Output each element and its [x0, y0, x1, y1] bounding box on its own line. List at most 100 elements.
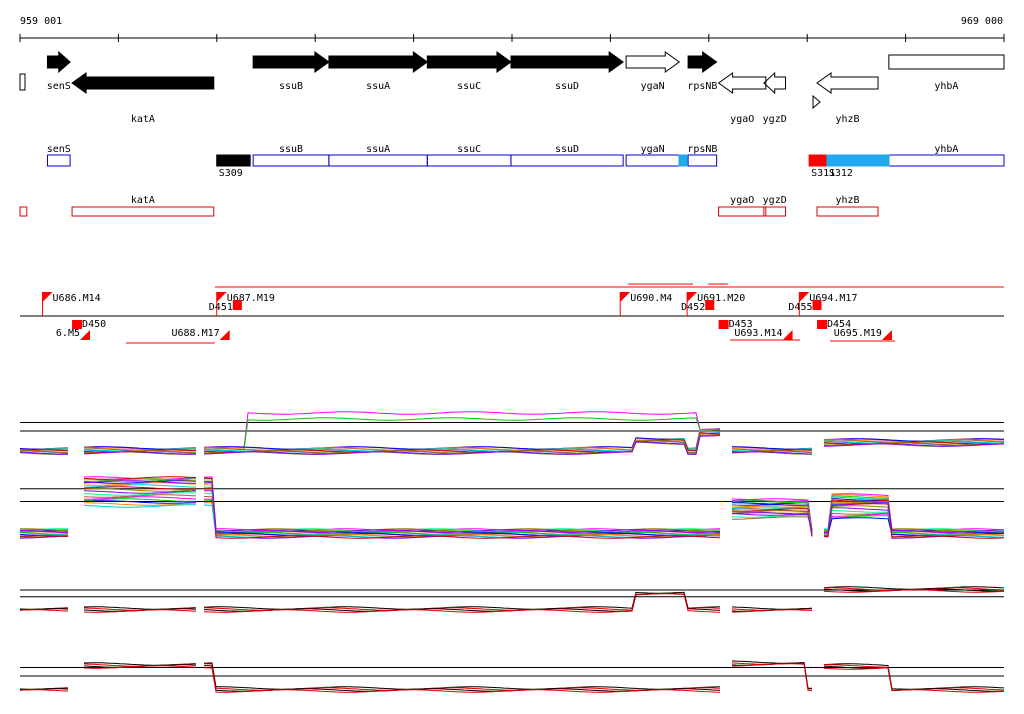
promoter-flag[interactable] — [799, 292, 810, 302]
gene-arrow-reverse[interactable] — [763, 71, 787, 95]
coordinate-ruler: 959 001 969 000 — [19, 16, 1005, 42]
expression-panel-2 — [19, 476, 1005, 539]
segment-box[interactable] — [216, 154, 251, 167]
gene-label: rpsNB — [687, 81, 717, 92]
segment-label: S312 — [829, 168, 853, 179]
gene-label: ygaO — [730, 114, 754, 125]
element-label: U690.M4 — [630, 293, 672, 304]
expression-trace — [20, 429, 1005, 451]
element-label: D451 — [209, 302, 233, 313]
element-label: U693.M14 — [734, 328, 782, 339]
expression-trace — [19, 476, 1005, 539]
gene-arrow-reverse[interactable] — [717, 72, 767, 94]
feature-label: ssuD — [555, 144, 579, 155]
reverse-feature-box[interactable] — [718, 206, 767, 217]
element-label: D453 — [729, 319, 753, 330]
expression-trace — [19, 480, 1005, 533]
terminator-marker[interactable] — [72, 320, 83, 329]
element-label: D450 — [82, 319, 106, 330]
gene-label: yhbA — [934, 81, 958, 92]
segment-box[interactable] — [678, 154, 688, 167]
feature-box[interactable] — [888, 154, 1005, 167]
reverse-feature-label: yhzB — [835, 195, 859, 206]
feature-box[interactable] — [46, 154, 71, 167]
reverse-feature-box[interactable] — [763, 206, 787, 217]
element-label: D452 — [681, 302, 705, 313]
regulatory-element-track: U686.M14 U687.M19 U690.M4 U691.M20 U694.M17D… — [20, 283, 1004, 344]
gene-arrow-forward[interactable] — [888, 54, 1005, 70]
expression-trace — [19, 490, 1005, 539]
gene-label: ssuC — [457, 81, 481, 92]
feature-label: senS — [47, 144, 71, 155]
gene-label: ygzD — [763, 114, 787, 125]
reverse-feature-box[interactable] — [19, 206, 28, 217]
gene-arrow-forward[interactable] — [687, 51, 718, 73]
reverse-feature-label: katA — [131, 195, 155, 206]
gene-label: ygaN — [641, 81, 665, 92]
terminator-marker[interactable] — [705, 300, 715, 310]
feature-label: yhbA — [934, 144, 958, 155]
annotation-feature-track: senS ssuB ssuA ssuC ssuD ygaN rpsNB yhbA S309 S31… — [46, 144, 1005, 179]
feature-label: ssuB — [279, 144, 303, 155]
expression-trace — [19, 428, 1005, 450]
gene-label: ssuD — [555, 81, 579, 92]
gene-arrow-reverse[interactable] — [816, 72, 879, 94]
expression-trace — [19, 663, 1005, 693]
expression-trace — [20, 478, 1005, 532]
terminator-marker[interactable] — [718, 320, 729, 329]
promoter-flag[interactable] — [782, 330, 793, 340]
feature-label: ssuC — [457, 144, 481, 155]
feature-box[interactable] — [252, 154, 330, 167]
expression-panel-1 — [19, 411, 1005, 455]
gene-arrow-track: senS ssuB ssuA ssuC ssuD ygaN rpsNB yhbA katA yga… — [19, 50, 1005, 125]
gene-label: senS — [47, 81, 71, 92]
gene-label: ssuB — [279, 81, 303, 92]
segment-box[interactable] — [808, 154, 828, 167]
left-edge-marker — [19, 73, 26, 91]
element-label: U688.M17 — [171, 328, 219, 339]
promoter-flag[interactable] — [42, 292, 53, 302]
expression-trace — [19, 589, 1005, 613]
feature-box[interactable] — [625, 154, 680, 167]
element-label: U686.M14 — [53, 293, 101, 304]
reverse-feature-label: ygaO — [730, 195, 754, 206]
promoter-flag[interactable] — [881, 330, 892, 340]
terminator-marker[interactable] — [817, 320, 828, 329]
reverse-feature-box[interactable] — [816, 206, 879, 217]
terminator-marker[interactable] — [232, 300, 242, 310]
expression-trace — [20, 434, 1005, 454]
gene-label: ssuA — [366, 81, 390, 92]
feature-box[interactable] — [687, 154, 718, 167]
promoter-flag[interactable] — [219, 330, 230, 340]
gene-arrow-forward[interactable] — [46, 50, 71, 74]
element-label: D454 — [827, 319, 851, 330]
gene-arrow-forward[interactable] — [625, 51, 681, 73]
element-label: U694.M17 — [809, 293, 857, 304]
segment-box[interactable] — [826, 154, 890, 167]
gene-arrow-forward[interactable] — [328, 51, 429, 73]
reverse-feature-box[interactable] — [71, 206, 215, 217]
promoter-flag[interactable] — [80, 330, 90, 340]
element-label: D455 — [788, 302, 812, 313]
feature-label: ygaN — [641, 144, 665, 155]
promoter-flag[interactable] — [687, 292, 698, 302]
gene-arrow-forward[interactable] — [510, 51, 625, 73]
gene-label: yhzB — [835, 114, 859, 125]
terminator-marker[interactable] — [812, 300, 822, 310]
reverse-feature-label: ygzD — [763, 195, 787, 206]
gene-label: katA — [131, 114, 155, 125]
small-triangle-icon — [812, 94, 821, 110]
gene-arrow-forward[interactable] — [252, 51, 330, 73]
promoter-flag[interactable] — [620, 292, 631, 302]
gene-arrow-forward[interactable] — [426, 51, 512, 73]
feature-box[interactable] — [328, 154, 428, 167]
promoter-flag[interactable] — [216, 292, 227, 302]
feature-box[interactable] — [426, 154, 512, 167]
segment-label: S309 — [219, 168, 243, 179]
ruler-end-label: 969 000 — [961, 16, 1003, 27]
feature-label: ssuA — [366, 144, 390, 155]
gene-arrow-reverse[interactable] — [71, 72, 215, 94]
feature-box[interactable] — [510, 154, 624, 167]
expression-panel-3 — [19, 586, 1005, 613]
